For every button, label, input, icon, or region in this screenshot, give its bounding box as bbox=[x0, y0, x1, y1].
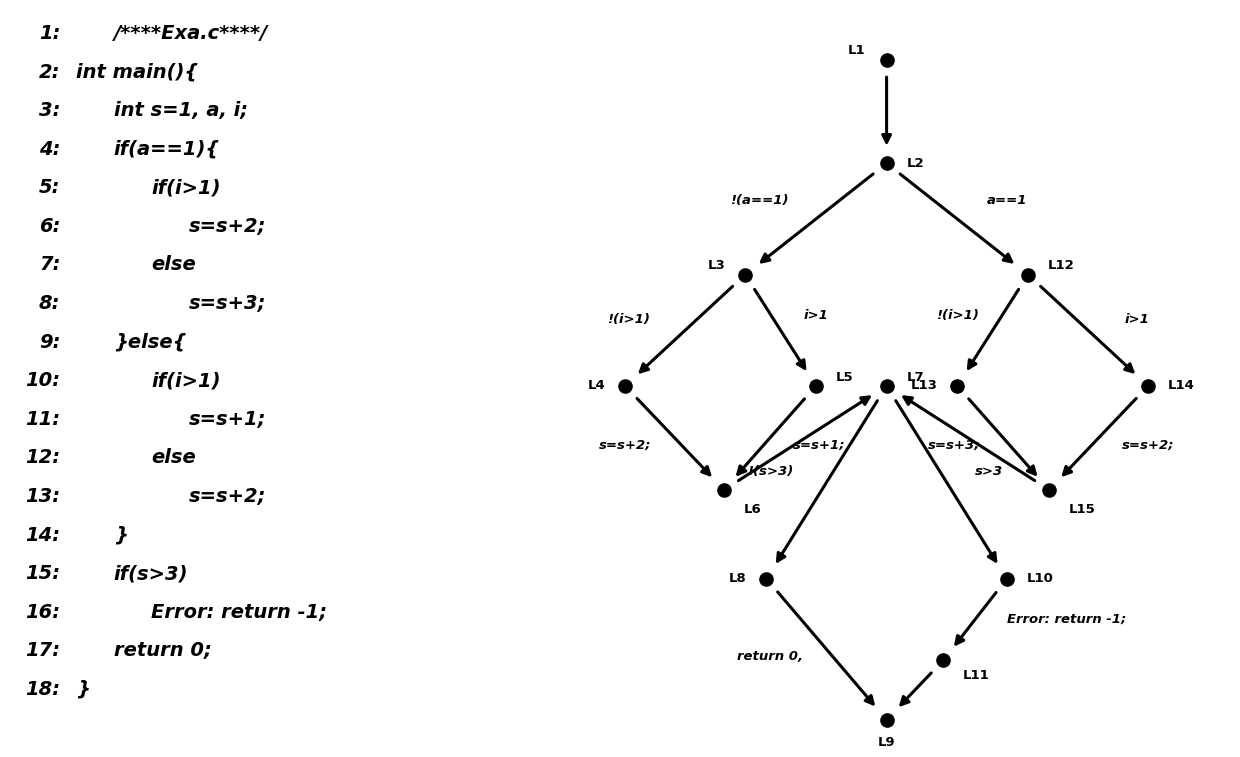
Text: L9: L9 bbox=[878, 736, 895, 749]
Text: L13: L13 bbox=[910, 379, 937, 392]
Text: 2:: 2: bbox=[38, 63, 61, 82]
Text: L7: L7 bbox=[906, 370, 924, 384]
Text: Error: return -1;: Error: return -1; bbox=[151, 603, 327, 621]
Text: 1:: 1: bbox=[38, 24, 61, 43]
Text: !(i>1): !(i>1) bbox=[608, 313, 650, 326]
Text: a==1: a==1 bbox=[987, 194, 1027, 207]
Text: 6:: 6: bbox=[38, 217, 61, 236]
Text: s=s+3;: s=s+3; bbox=[928, 439, 980, 452]
Text: L11: L11 bbox=[963, 669, 990, 682]
Text: L4: L4 bbox=[588, 379, 605, 392]
Text: s=s+1;: s=s+1; bbox=[794, 439, 846, 452]
Text: 16:: 16: bbox=[25, 603, 61, 621]
Text: else: else bbox=[151, 256, 196, 275]
Text: int main(){: int main(){ bbox=[77, 63, 198, 82]
Text: s>3: s>3 bbox=[975, 465, 1003, 478]
Text: return 0;: return 0; bbox=[114, 641, 212, 660]
Text: !(s>3): !(s>3) bbox=[746, 465, 794, 478]
Text: 5:: 5: bbox=[38, 179, 61, 198]
Text: 17:: 17: bbox=[25, 641, 61, 660]
Text: }: } bbox=[77, 680, 91, 699]
Text: 9:: 9: bbox=[38, 332, 61, 352]
Text: return 0,: return 0, bbox=[737, 650, 804, 663]
Text: 15:: 15: bbox=[25, 564, 61, 583]
Text: 11:: 11: bbox=[25, 410, 61, 428]
Text: }: } bbox=[114, 525, 128, 544]
Text: 4:: 4: bbox=[38, 140, 61, 159]
Text: L1: L1 bbox=[848, 44, 866, 57]
Text: /****Exa.c****/: /****Exa.c****/ bbox=[114, 24, 268, 43]
Text: s=s+2;: s=s+2; bbox=[599, 439, 651, 452]
Text: s=s+2;: s=s+2; bbox=[188, 217, 265, 236]
Text: 18:: 18: bbox=[25, 680, 61, 699]
Text: L15: L15 bbox=[1069, 503, 1096, 516]
Text: i>1: i>1 bbox=[1125, 313, 1149, 326]
Text: if(i>1): if(i>1) bbox=[151, 371, 221, 390]
Text: else: else bbox=[151, 448, 196, 467]
Text: L6: L6 bbox=[744, 503, 761, 516]
Text: int s=1, a, i;: int s=1, a, i; bbox=[114, 101, 248, 120]
Text: Error: return -1;: Error: return -1; bbox=[1007, 613, 1126, 626]
Text: 13:: 13: bbox=[25, 487, 61, 506]
Text: s=s+1;: s=s+1; bbox=[188, 410, 265, 428]
Text: s=s+2;: s=s+2; bbox=[1122, 439, 1174, 452]
Text: !(i>1): !(i>1) bbox=[936, 309, 978, 322]
Text: L3: L3 bbox=[708, 259, 725, 273]
Text: 8:: 8: bbox=[38, 294, 61, 313]
Text: if(i>1): if(i>1) bbox=[151, 179, 221, 198]
Text: L12: L12 bbox=[1048, 259, 1075, 273]
Text: 3:: 3: bbox=[38, 101, 61, 120]
Text: L8: L8 bbox=[729, 572, 746, 585]
Text: L5: L5 bbox=[836, 370, 853, 384]
Text: !(a==1): !(a==1) bbox=[730, 194, 789, 207]
Text: L2: L2 bbox=[906, 157, 924, 170]
Text: if(a==1){: if(a==1){ bbox=[114, 140, 219, 159]
Text: 10:: 10: bbox=[25, 371, 61, 390]
Text: 14:: 14: bbox=[25, 525, 61, 544]
Text: s=s+3;: s=s+3; bbox=[188, 294, 265, 313]
Text: i>1: i>1 bbox=[804, 309, 828, 322]
Text: L14: L14 bbox=[1168, 379, 1195, 392]
Text: }else{: }else{ bbox=[114, 332, 186, 352]
Text: 12:: 12: bbox=[25, 448, 61, 467]
Text: if(s>3): if(s>3) bbox=[114, 564, 188, 583]
Text: L10: L10 bbox=[1027, 572, 1054, 585]
Text: 7:: 7: bbox=[38, 256, 61, 275]
Text: s=s+2;: s=s+2; bbox=[188, 487, 265, 506]
